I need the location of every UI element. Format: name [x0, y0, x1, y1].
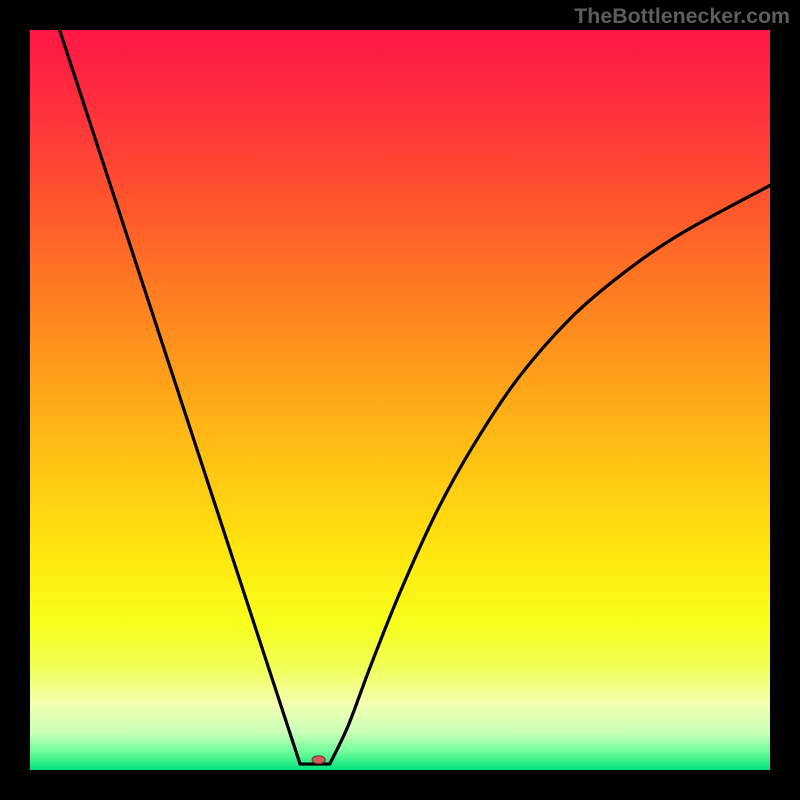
curve-layer	[30, 30, 770, 770]
watermark-text: TheBottlenecker.com	[574, 4, 790, 29]
plot-area	[30, 30, 770, 770]
bottleneck-curve	[60, 30, 770, 764]
optimal-marker	[311, 755, 326, 765]
chart-outer: TheBottlenecker.com	[0, 0, 800, 800]
